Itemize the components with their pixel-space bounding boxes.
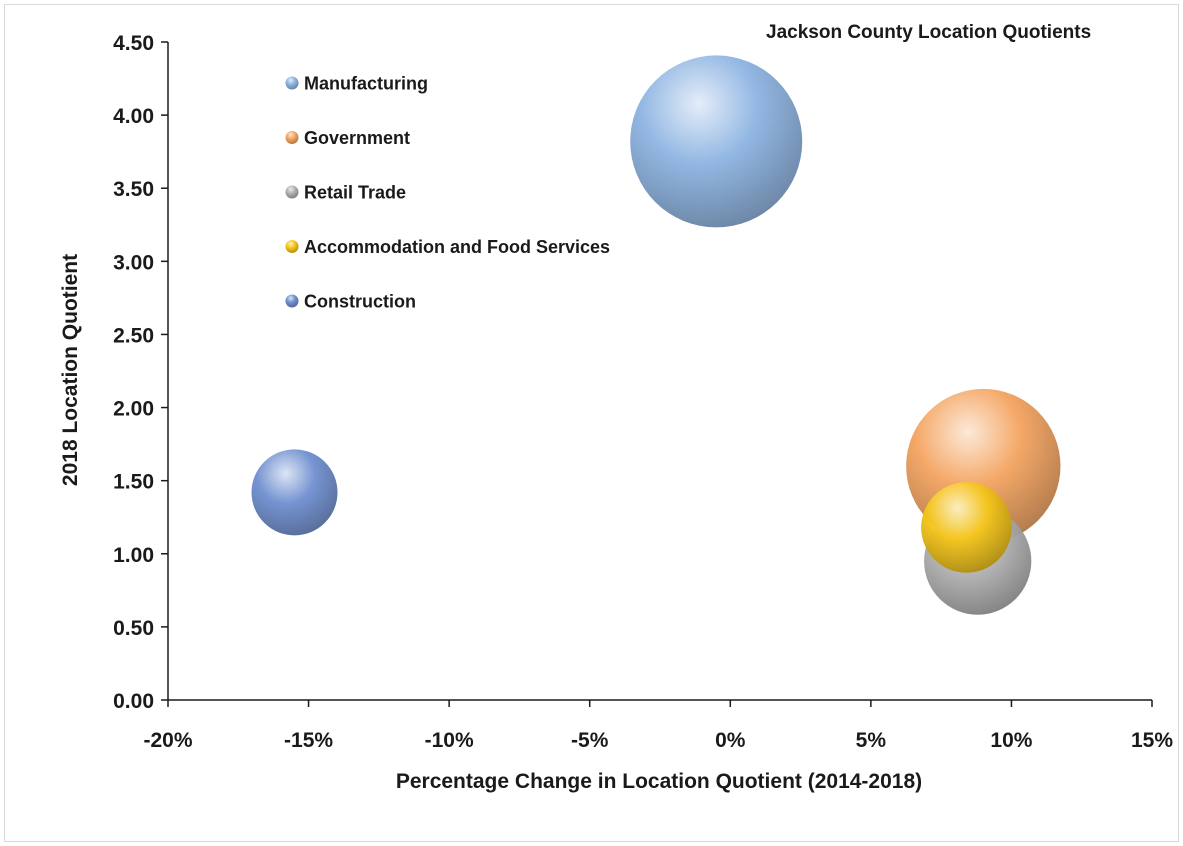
y-axis-title: 2018 Location Quotient xyxy=(59,254,82,486)
y-ticks: 0.00 0.50 1.00 1.50 2.00 2.50 3.00 3.50 4.00 4.50 xyxy=(113,32,168,713)
x-tick-label: -20% xyxy=(143,729,192,752)
x-ticks: -20% -15% -10% -5% 0% 5% 10% 15% xyxy=(143,700,1173,752)
x-tick-label: -15% xyxy=(284,729,333,752)
chart-title: Jackson County Location Quotients xyxy=(766,22,1091,43)
x-axis-title: Percentage Change in Location Quotient (… xyxy=(396,770,922,793)
x-tick-label: 5% xyxy=(856,729,887,752)
legend-marker-manufacturing xyxy=(285,76,299,90)
y-tick-label: 0.00 xyxy=(113,690,154,713)
y-tick-label: 3.50 xyxy=(113,178,154,201)
x-tick-label: 0% xyxy=(715,729,746,752)
x-tick-label: -5% xyxy=(571,729,609,752)
bubble-construction xyxy=(251,449,338,536)
y-tick-label: 1.00 xyxy=(113,544,154,567)
y-tick-label: 4.50 xyxy=(113,32,154,55)
x-tick-label: 15% xyxy=(1131,729,1173,752)
y-tick-label: 4.00 xyxy=(113,105,154,128)
bubble-accommodation-and-food-services xyxy=(921,482,1012,573)
y-tick-label: 2.50 xyxy=(113,324,154,347)
bubble-manufacturing xyxy=(630,55,803,228)
legend-marker-accommodation-and-food-services xyxy=(285,240,299,253)
legend-label-government: Government xyxy=(304,128,410,148)
x-tick-label: 10% xyxy=(990,729,1032,752)
bubbles xyxy=(251,55,1061,615)
legend-label-manufacturing: Manufacturing xyxy=(304,74,428,94)
legend-marker-construction xyxy=(285,294,299,308)
legend-marker-government xyxy=(285,131,299,144)
y-tick-label: 3.00 xyxy=(113,251,154,274)
x-tick-label: -10% xyxy=(425,729,474,752)
axes: -20% -15% -10% -5% 0% 5% 10% 15% 0.00 0.50 1.00 1.… xyxy=(113,32,1173,752)
legend-label-retail-trade: Retail Trade xyxy=(304,183,406,203)
y-tick-label: 2.00 xyxy=(113,398,154,421)
legend-label-accommodation-and-food-services: Accommodation and Food Services xyxy=(304,237,610,257)
legend-label-construction: Construction xyxy=(304,292,416,312)
y-tick-label: 0.50 xyxy=(113,617,154,640)
legend-marker-retail-trade xyxy=(285,185,299,199)
legend: Manufacturing Government Retail Trade Accom… xyxy=(285,74,610,312)
y-tick-label: 1.50 xyxy=(113,471,154,494)
